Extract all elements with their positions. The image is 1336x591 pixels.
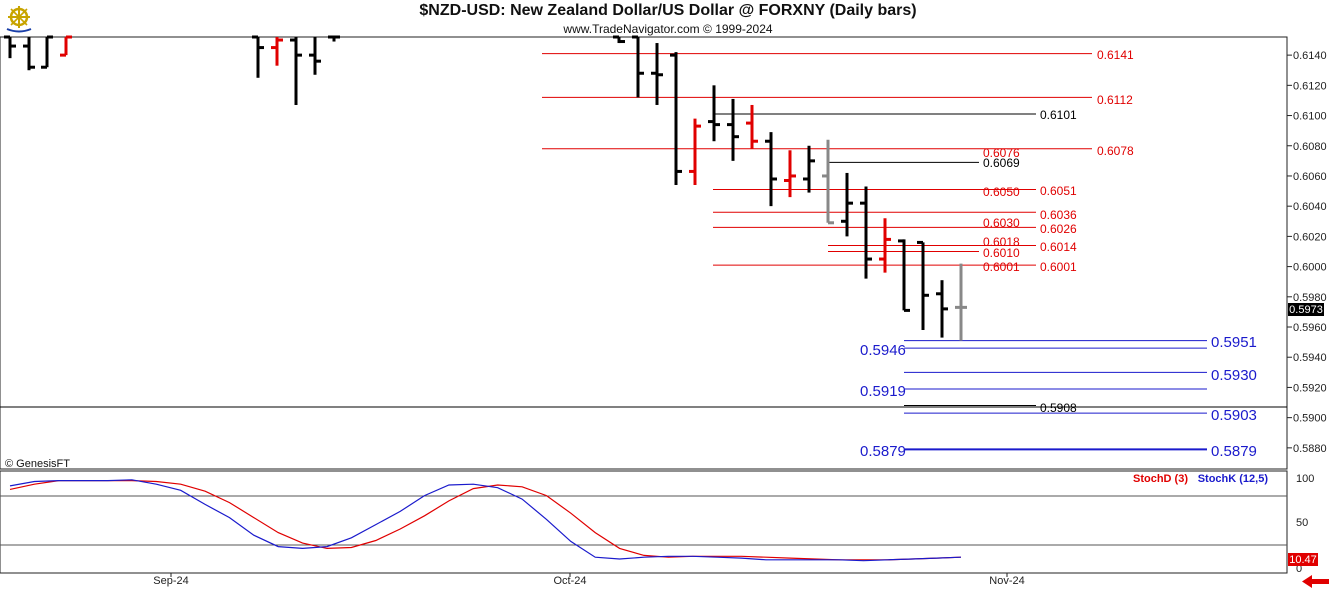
left-arrow-icon[interactable] (1300, 574, 1332, 589)
ohlc-bar (727, 98, 739, 161)
y-tick-label: 0.5920 (1293, 382, 1327, 394)
ohlc-bar (252, 35, 264, 78)
stoch-y-tick-label: 50 (1296, 517, 1308, 529)
level-label: 0.6078 (1097, 144, 1134, 158)
level-label: 0.6036 (1040, 208, 1077, 222)
level-label: 0.6018 (983, 235, 1020, 249)
legend-stoch-k: StochK (12,5) (1198, 473, 1269, 485)
last-stoch-label: 10.47 (1289, 554, 1317, 566)
stochastic-panel (0, 470, 1288, 574)
level-label: 0.5879 (1211, 443, 1257, 460)
ohlc-bar (936, 280, 948, 338)
y-tick-label: 0.5960 (1293, 322, 1327, 334)
ohlc-bar (803, 145, 815, 193)
level-label: 0.6001 (1040, 260, 1077, 274)
level-label: 0.5919 (860, 383, 906, 400)
ohlc-bar (290, 37, 302, 105)
level-label: 0.5879 (860, 443, 906, 460)
y-tick-label: 0.5940 (1293, 352, 1327, 364)
level-label: 0.6014 (1040, 240, 1077, 254)
level-label: 0.6010 (983, 246, 1020, 260)
ohlc-bar (841, 172, 853, 237)
ohlc-bar (309, 37, 321, 75)
level-label: 0.5903 (1211, 407, 1257, 424)
level-label: 0.6101 (1040, 108, 1077, 122)
level-label: 0.6112 (1097, 93, 1133, 107)
ohlc-bar (955, 263, 967, 341)
y-tick-label: 0.6040 (1293, 201, 1327, 213)
ohlc-bar (651, 43, 663, 105)
stoch-d-series-line (9, 480, 962, 561)
level-label: 0.6069 (983, 156, 1020, 170)
y-tick-label: 0.6080 (1293, 141, 1327, 153)
price-panel (0, 36, 1288, 470)
y-tick-label: 0.6100 (1293, 111, 1327, 123)
y-tick-label: 0.6060 (1293, 171, 1327, 183)
last-stoch-tag (1288, 553, 1318, 566)
level-label: 0.5930 (1211, 367, 1257, 384)
ohlc-bar (708, 85, 720, 142)
chart-subtitle: www.TradeNavigator.com © 1999-2024 (563, 22, 773, 36)
ohlc-bar (898, 239, 910, 312)
stoch-k-series-line (9, 479, 962, 562)
level-label: 0.6051 (1040, 184, 1077, 198)
y-tick-label: 0.6120 (1293, 80, 1327, 92)
ohlc-bar (670, 52, 682, 186)
level-label: 0.5908 (1040, 401, 1077, 415)
ohlc-bar (23, 37, 35, 71)
y-tick-label: 0.5980 (1293, 292, 1327, 304)
ohlc-bar (689, 118, 701, 186)
legend-stoch-d: StochD (3) (1133, 473, 1188, 485)
level-label: 0.6050 (983, 185, 1020, 199)
ohlc-bar (4, 35, 16, 59)
copyright-label: © GenesisFT (5, 458, 70, 470)
ohlc-bar (632, 35, 644, 98)
last-price-label: 0.5973 (1289, 304, 1323, 316)
last-price-tag (1288, 303, 1324, 316)
ohlc-bar (784, 150, 796, 198)
chart-title: $NZD-USD: New Zealand Dollar/US Dollar @… (419, 2, 917, 19)
ohlc-bar (860, 186, 872, 279)
level-label: 0.5946 (860, 342, 906, 359)
ohlc-bar (822, 139, 834, 225)
level-label: 0.6030 (983, 216, 1020, 230)
ohlc-bar (328, 35, 340, 42)
stoch-y-tick-label: 100 (1296, 473, 1314, 485)
y-tick-label: 0.5900 (1293, 413, 1327, 425)
level-label: 0.5951 (1211, 334, 1257, 351)
ohlc-bar (917, 240, 929, 331)
ohlc-bar (765, 132, 777, 207)
ohlc-bar (271, 37, 283, 66)
x-tick-label: Sep-24 (153, 575, 188, 587)
level-label: 0.6076 (983, 146, 1020, 160)
y-tick-label: 0.6000 (1293, 262, 1327, 274)
level-label: 0.6141 (1097, 48, 1134, 62)
ship-wheel-logo-icon (6, 6, 32, 33)
ohlc-bar (746, 104, 758, 149)
ohlc-bar (613, 35, 625, 44)
ohlc-bar (41, 35, 53, 69)
y-tick-label: 0.6140 (1293, 50, 1327, 62)
level-label: 0.6026 (1040, 222, 1077, 236)
y-tick-label: 0.6020 (1293, 231, 1327, 243)
stoch-y-tick-label: 0 (1296, 563, 1302, 575)
x-tick-label: Nov-24 (989, 575, 1024, 587)
level-label: 0.6001 (983, 260, 1020, 274)
y-tick-label: 0.5880 (1293, 443, 1327, 455)
x-tick-label: Oct-24 (553, 575, 586, 587)
ohlc-bar (60, 35, 72, 57)
ohlc-bar (879, 218, 891, 273)
